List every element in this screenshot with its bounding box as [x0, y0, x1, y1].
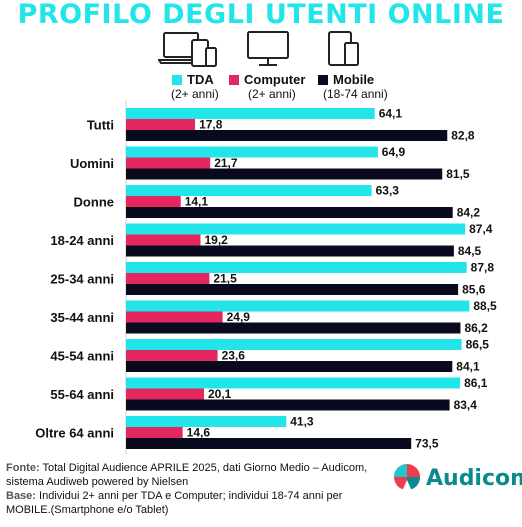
- footer-notes: Fonte: Total Digital Audience APRILE 202…: [6, 461, 386, 517]
- value-label-tda: 86,5: [466, 338, 490, 352]
- legend-sub-mobile: (18-74 anni): [323, 87, 388, 101]
- value-label-mobile: 85,6: [462, 283, 486, 297]
- legend-label: Computer: [244, 72, 306, 87]
- value-label-computer: 23,6: [222, 349, 246, 363]
- category-label: Tutti: [87, 118, 114, 133]
- bar-computer: [126, 157, 211, 169]
- value-label-computer: 17,8: [199, 118, 223, 132]
- fonte-label: Fonte:: [6, 462, 40, 474]
- bar-mobile: [126, 361, 453, 372]
- legend-tda: TDA: [172, 72, 214, 87]
- value-label-tda: 63,3: [376, 184, 400, 198]
- value-label-mobile: 83,4: [454, 398, 478, 412]
- bar-mobile: [126, 168, 443, 180]
- value-label-mobile: 84,1: [456, 360, 480, 374]
- bar-computer: [126, 119, 196, 130]
- value-label-computer: 20,1: [208, 387, 232, 401]
- value-label-computer: 24,9: [227, 310, 251, 324]
- bar-mobile: [126, 284, 459, 295]
- fonte-text: Total Digital Audience APRILE 2025, dati…: [6, 462, 368, 488]
- value-label-computer: 21,7: [214, 156, 238, 170]
- bar-computer: [126, 311, 223, 323]
- value-label-tda: 64,1: [379, 107, 403, 121]
- base-text: Individui 2+ anni per TDA e Computer; in…: [6, 490, 343, 516]
- value-label-mobile: 84,5: [458, 244, 482, 258]
- value-label-tda: 64,9: [382, 145, 406, 159]
- bar-tda: [126, 262, 467, 273]
- bar-chart: Tutti 64,1 17,8 82,8 Uomini 64,9 21,7 81,5 Donne…: [35, 100, 497, 454]
- legend-sub-tda: (2+ anni): [171, 87, 219, 101]
- bar-tda: [126, 108, 375, 119]
- tablet-phone-icon: [328, 31, 359, 66]
- bar-computer: [126, 196, 181, 207]
- bar-mobile: [126, 245, 454, 257]
- audicom-logo-icon: [394, 464, 420, 498]
- value-label-mobile: 81,5: [446, 167, 470, 181]
- bar-mobile: [126, 399, 450, 411]
- legend-sub-computer: (2+ anni): [248, 87, 296, 101]
- bar-computer: [126, 427, 183, 438]
- value-label-tda: 88,5: [473, 299, 497, 313]
- laptop-tablet-phone-icon: [158, 32, 217, 67]
- legend-mobile: Mobile: [318, 72, 374, 87]
- value-label-mobile: 82,8: [451, 129, 475, 143]
- value-label-computer: 14,6: [187, 426, 211, 440]
- category-label: 35-44 anni: [50, 310, 114, 325]
- category-label: Donne: [74, 195, 114, 210]
- value-label-tda: 87,8: [471, 261, 495, 275]
- category-label: Uomini: [70, 156, 114, 171]
- legend-label: TDA: [187, 72, 214, 87]
- value-label-tda: 87,4: [469, 222, 493, 236]
- bar-tda: [126, 185, 372, 196]
- bar-tda: [126, 300, 470, 312]
- bar-mobile: [126, 130, 448, 141]
- legend-label: Mobile: [333, 72, 375, 87]
- legend-computer: Computer: [229, 72, 305, 87]
- bar-computer: [126, 273, 210, 284]
- bar-mobile: [126, 207, 453, 218]
- bar-tda: [126, 339, 462, 350]
- base-label: Base:: [6, 490, 36, 502]
- chart-title: PROFILO DEGLI UTENTI ONLINE: [17, 0, 505, 30]
- bar-tda: [126, 223, 466, 235]
- legend-swatch: [172, 75, 182, 85]
- bar-tda: [126, 377, 461, 389]
- value-label-mobile: 86,2: [464, 321, 488, 335]
- category-label: 25-34 anni: [50, 272, 114, 287]
- category-label: 45-54 anni: [50, 349, 114, 364]
- value-label-computer: 14,1: [185, 195, 209, 209]
- category-label: 18-24 anni: [50, 233, 114, 248]
- bar-tda: [126, 416, 287, 427]
- category-label: 55-64 anni: [50, 387, 114, 402]
- bar-mobile: [126, 322, 461, 334]
- footer-fonte: Fonte: Total Digital Audience APRILE 202…: [6, 461, 386, 489]
- value-label-computer: 21,5: [213, 272, 237, 286]
- bar-mobile: [126, 438, 412, 449]
- desktop-monitor-icon: [247, 31, 289, 66]
- value-label-mobile: 84,2: [457, 206, 481, 220]
- value-label-tda: 41,3: [290, 415, 314, 429]
- bar-tda: [126, 146, 378, 158]
- legend-swatch: [318, 75, 328, 85]
- bar-computer: [126, 234, 201, 246]
- value-label-mobile: 73,5: [415, 437, 439, 451]
- value-label-tda: 86,1: [464, 376, 488, 390]
- category-label: Oltre 64 anni: [35, 426, 114, 441]
- legend-swatch: [229, 75, 239, 85]
- logo-text: Audicom: [426, 466, 522, 491]
- bar-computer: [126, 350, 218, 361]
- bar-computer: [126, 388, 204, 400]
- value-label-computer: 19,2: [204, 233, 228, 247]
- footer-base: Base: Individui 2+ anni per TDA e Comput…: [6, 489, 386, 517]
